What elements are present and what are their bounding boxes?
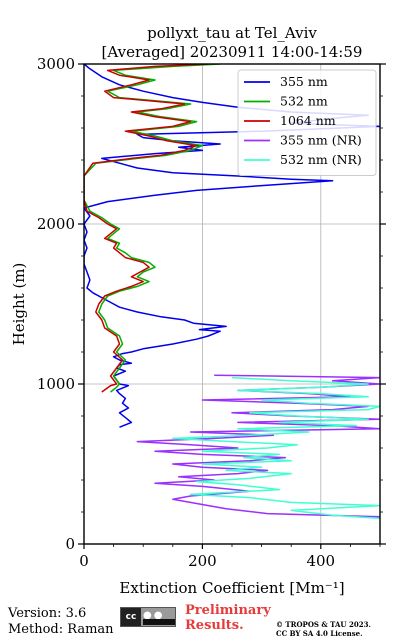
y-tick-label: 1000 [37, 375, 75, 393]
copyright-text: © TROPOS & TAU 2023. CC BY SA 4.0 Licens… [276, 620, 371, 638]
preliminary-results-text: Preliminary Results. [185, 603, 271, 633]
series-line-5 [172, 376, 380, 520]
axis-ticks: 0 200 400 0 1000 2000 3000 [37, 55, 386, 570]
chart-title-line1: pollyxt_tau at Tel_Aviv [147, 24, 317, 42]
x-tick-label: 0 [79, 552, 89, 570]
legend-label-3: 1064 nm [280, 113, 336, 128]
method-text: Method: Raman [8, 622, 114, 637]
cc-license-badge: cc ●● [120, 607, 176, 627]
preliminary-line1: Preliminary [185, 603, 271, 618]
chart-title-line2: [Averaged] 20230911 14:00-14:59 [102, 43, 363, 61]
series-line-3 [84, 64, 209, 393]
legend-label-4: 355 nm (NR) [280, 133, 362, 148]
y-tick-label: 0 [65, 535, 75, 553]
legend-label-5: 532 nm (NR) [280, 152, 362, 167]
legend: 355 nm 532 nm 1064 nm 355 nm (NR) 532 nm (NR… [237, 69, 377, 176]
preliminary-line2: Results. [185, 618, 244, 633]
y-axis-label: Height (m) [10, 263, 28, 346]
cc-by-sa-icon: ●● [143, 610, 165, 621]
y-tick-label: 2000 [37, 215, 75, 233]
y-tick-label: 3000 [37, 55, 75, 73]
x-axis-label: Extinction Coefficient [Mm⁻¹] [119, 579, 344, 597]
legend-label-2: 532 nm [280, 94, 328, 109]
cc-logo-icon: cc [121, 608, 141, 626]
version-text: Version: 3.6 [8, 606, 87, 621]
legend-label-1: 355 nm [280, 74, 328, 89]
legend-box [237, 69, 377, 176]
series-line-4 [136, 374, 380, 518]
x-tick-label: 400 [306, 552, 335, 570]
copyright-line1: © TROPOS & TAU 2023. [276, 620, 371, 629]
copyright-line2: CC BY SA 4.0 License. [276, 629, 363, 638]
series-line-2 [84, 64, 221, 393]
cc-badge-bar [143, 619, 175, 625]
x-tick-label: 200 [188, 552, 217, 570]
